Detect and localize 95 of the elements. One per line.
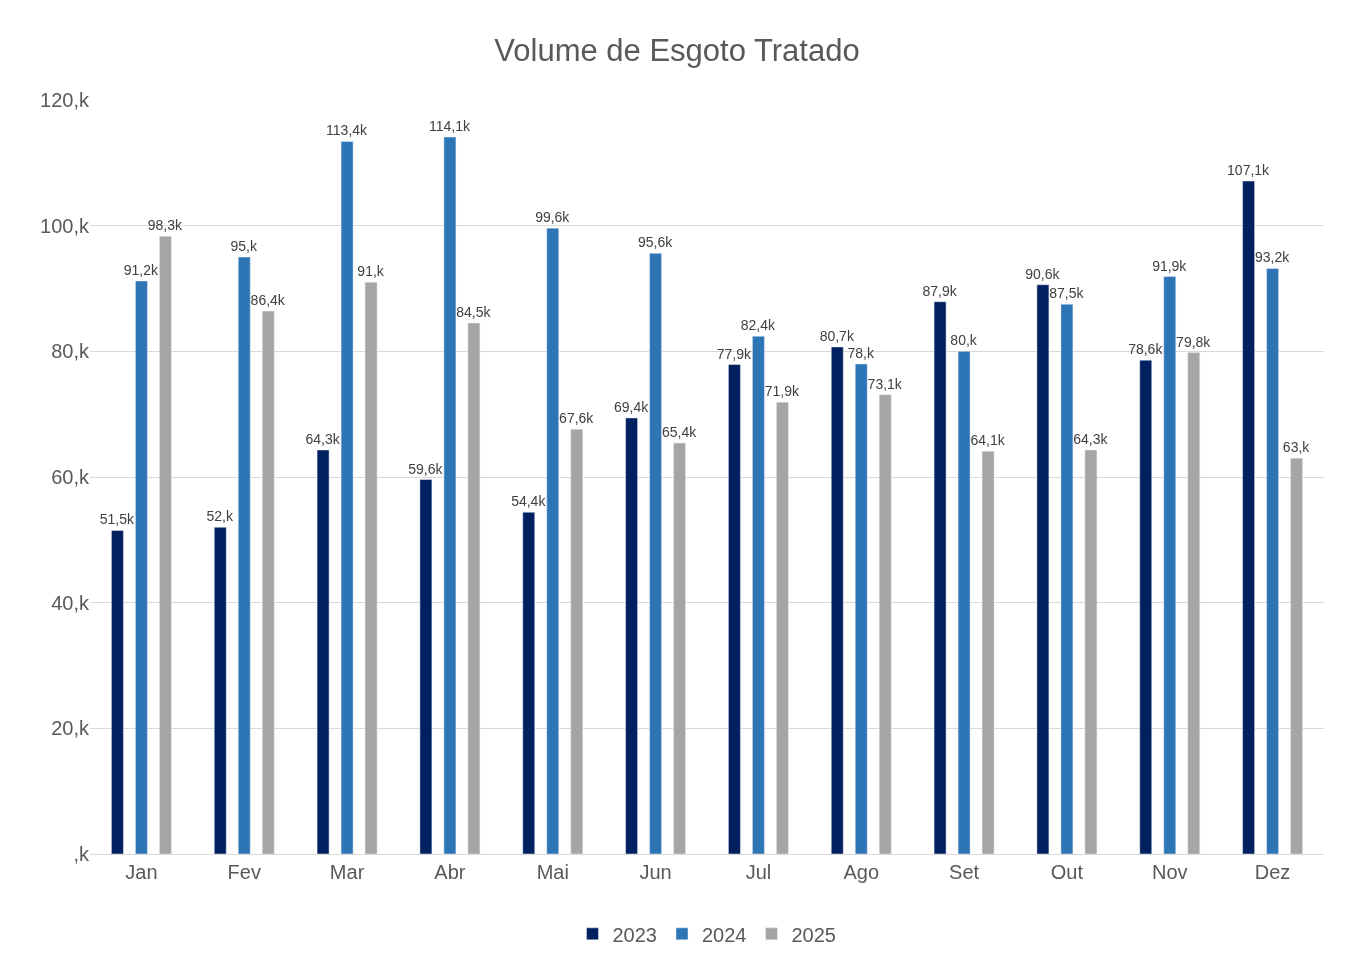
x-tick-label: Abr bbox=[434, 861, 466, 883]
data-label: 54,4k bbox=[511, 493, 547, 510]
data-label: 90,6k bbox=[1025, 265, 1061, 282]
data-label: 80,k bbox=[950, 332, 978, 349]
data-label: 51,5k bbox=[99, 511, 136, 528]
bar bbox=[262, 310, 275, 854]
legend-label: 2024 bbox=[702, 923, 747, 946]
y-tick-label: 60,k bbox=[51, 466, 90, 488]
bar bbox=[316, 449, 330, 854]
bar bbox=[522, 511, 535, 854]
data-label: 78,6k bbox=[1128, 341, 1164, 358]
data-label: 113,4k bbox=[326, 122, 369, 139]
bar bbox=[238, 256, 251, 854]
bar bbox=[364, 281, 378, 854]
y-tick-label: 120,k bbox=[40, 89, 90, 111]
x-tick-label: Out bbox=[1050, 861, 1084, 883]
x-tick-label: Jul bbox=[745, 861, 772, 883]
data-label: 78,k bbox=[847, 344, 875, 361]
data-label: 93,2k bbox=[1254, 249, 1291, 266]
bar bbox=[879, 394, 892, 854]
bar bbox=[1139, 359, 1152, 854]
data-label: 84,5k bbox=[456, 304, 492, 321]
data-label: 69,4k bbox=[613, 398, 650, 415]
x-tick-label: Fev bbox=[227, 861, 261, 883]
bar bbox=[728, 364, 741, 854]
bar bbox=[752, 336, 765, 854]
bar bbox=[1163, 276, 1176, 854]
x-tick-label: Mai bbox=[536, 861, 569, 883]
chart-title: Volume de Esgoto Tratado bbox=[494, 32, 860, 68]
bar bbox=[1060, 303, 1074, 854]
data-label: 73,1k bbox=[867, 375, 903, 392]
bar bbox=[443, 136, 457, 854]
data-label: 82,4k bbox=[740, 317, 777, 334]
y-tick-label: ,k bbox=[73, 843, 90, 865]
data-label: 71,9k bbox=[764, 383, 801, 400]
bar bbox=[981, 450, 995, 854]
x-tick-label: Dez bbox=[1254, 861, 1291, 883]
data-label: 91,k bbox=[357, 263, 385, 280]
bar bbox=[1084, 449, 1098, 854]
data-label: 87,5k bbox=[1049, 285, 1085, 302]
y-tick-label: 20,k bbox=[51, 717, 90, 740]
x-tick-label: Nov bbox=[1151, 861, 1188, 883]
data-label: 91,2k bbox=[123, 261, 160, 278]
bar bbox=[673, 442, 686, 854]
data-label: 59,6k bbox=[408, 460, 444, 477]
bar bbox=[649, 253, 662, 854]
data-label: 64,1k bbox=[970, 432, 1006, 449]
y-tick-label: 40,k bbox=[51, 591, 90, 614]
x-tick-label: Jun bbox=[639, 861, 672, 883]
x-tick-label: Jan bbox=[125, 861, 158, 883]
data-label: 80,7k bbox=[819, 327, 855, 344]
data-label: 64,3k bbox=[305, 430, 341, 447]
bar bbox=[419, 479, 433, 854]
bar bbox=[1187, 352, 1200, 854]
data-label: 95,k bbox=[230, 238, 258, 255]
data-label: 87,9k bbox=[922, 282, 958, 299]
data-label: 52,k bbox=[206, 508, 234, 525]
y-tick-label: 100,k bbox=[40, 214, 90, 237]
bar bbox=[570, 429, 583, 854]
data-label: 64,3k bbox=[1073, 430, 1109, 447]
data-label: 98,3k bbox=[147, 217, 184, 234]
bar bbox=[776, 401, 789, 854]
data-label: 67,6k bbox=[559, 410, 595, 427]
bar bbox=[340, 141, 354, 854]
bar bbox=[1036, 284, 1050, 854]
data-label: 99,6k bbox=[535, 209, 571, 226]
data-label: 91,9k bbox=[1152, 257, 1188, 274]
bar bbox=[546, 227, 559, 854]
bar bbox=[625, 417, 638, 854]
bar bbox=[159, 236, 172, 854]
data-label: 114,1k bbox=[428, 118, 471, 135]
bar bbox=[135, 280, 148, 854]
data-label: 86,4k bbox=[250, 292, 286, 309]
x-tick-label: Mar bbox=[329, 861, 365, 883]
bar bbox=[831, 346, 844, 854]
bar bbox=[933, 301, 947, 854]
x-tick-label: Ago bbox=[843, 861, 880, 883]
data-label: 95,6k bbox=[637, 234, 674, 251]
y-tick-label: 80,k bbox=[51, 340, 90, 363]
legend-label: 2023 bbox=[612, 923, 657, 946]
bar bbox=[855, 363, 868, 854]
bar bbox=[1266, 268, 1279, 854]
data-label: 79,8k bbox=[1176, 333, 1212, 350]
bar bbox=[1290, 457, 1303, 854]
data-label: 65,4k bbox=[661, 424, 698, 441]
bar bbox=[1242, 180, 1255, 854]
data-label: 77,9k bbox=[716, 345, 753, 362]
bar bbox=[467, 322, 481, 854]
bar bbox=[111, 530, 124, 854]
bar bbox=[214, 527, 227, 854]
data-label: 63,k bbox=[1282, 439, 1311, 456]
data-label: 107,1k bbox=[1227, 162, 1271, 179]
x-tick-label: Set bbox=[949, 861, 980, 883]
bar bbox=[957, 351, 971, 854]
legend-label: 2025 bbox=[791, 923, 836, 946]
